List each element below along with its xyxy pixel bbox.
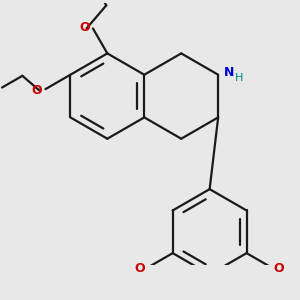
Text: N: N	[224, 66, 234, 79]
Text: O: O	[79, 21, 90, 34]
Text: O: O	[274, 262, 284, 275]
Text: H: H	[235, 73, 244, 83]
Text: O: O	[32, 84, 42, 97]
Text: O: O	[135, 262, 146, 275]
